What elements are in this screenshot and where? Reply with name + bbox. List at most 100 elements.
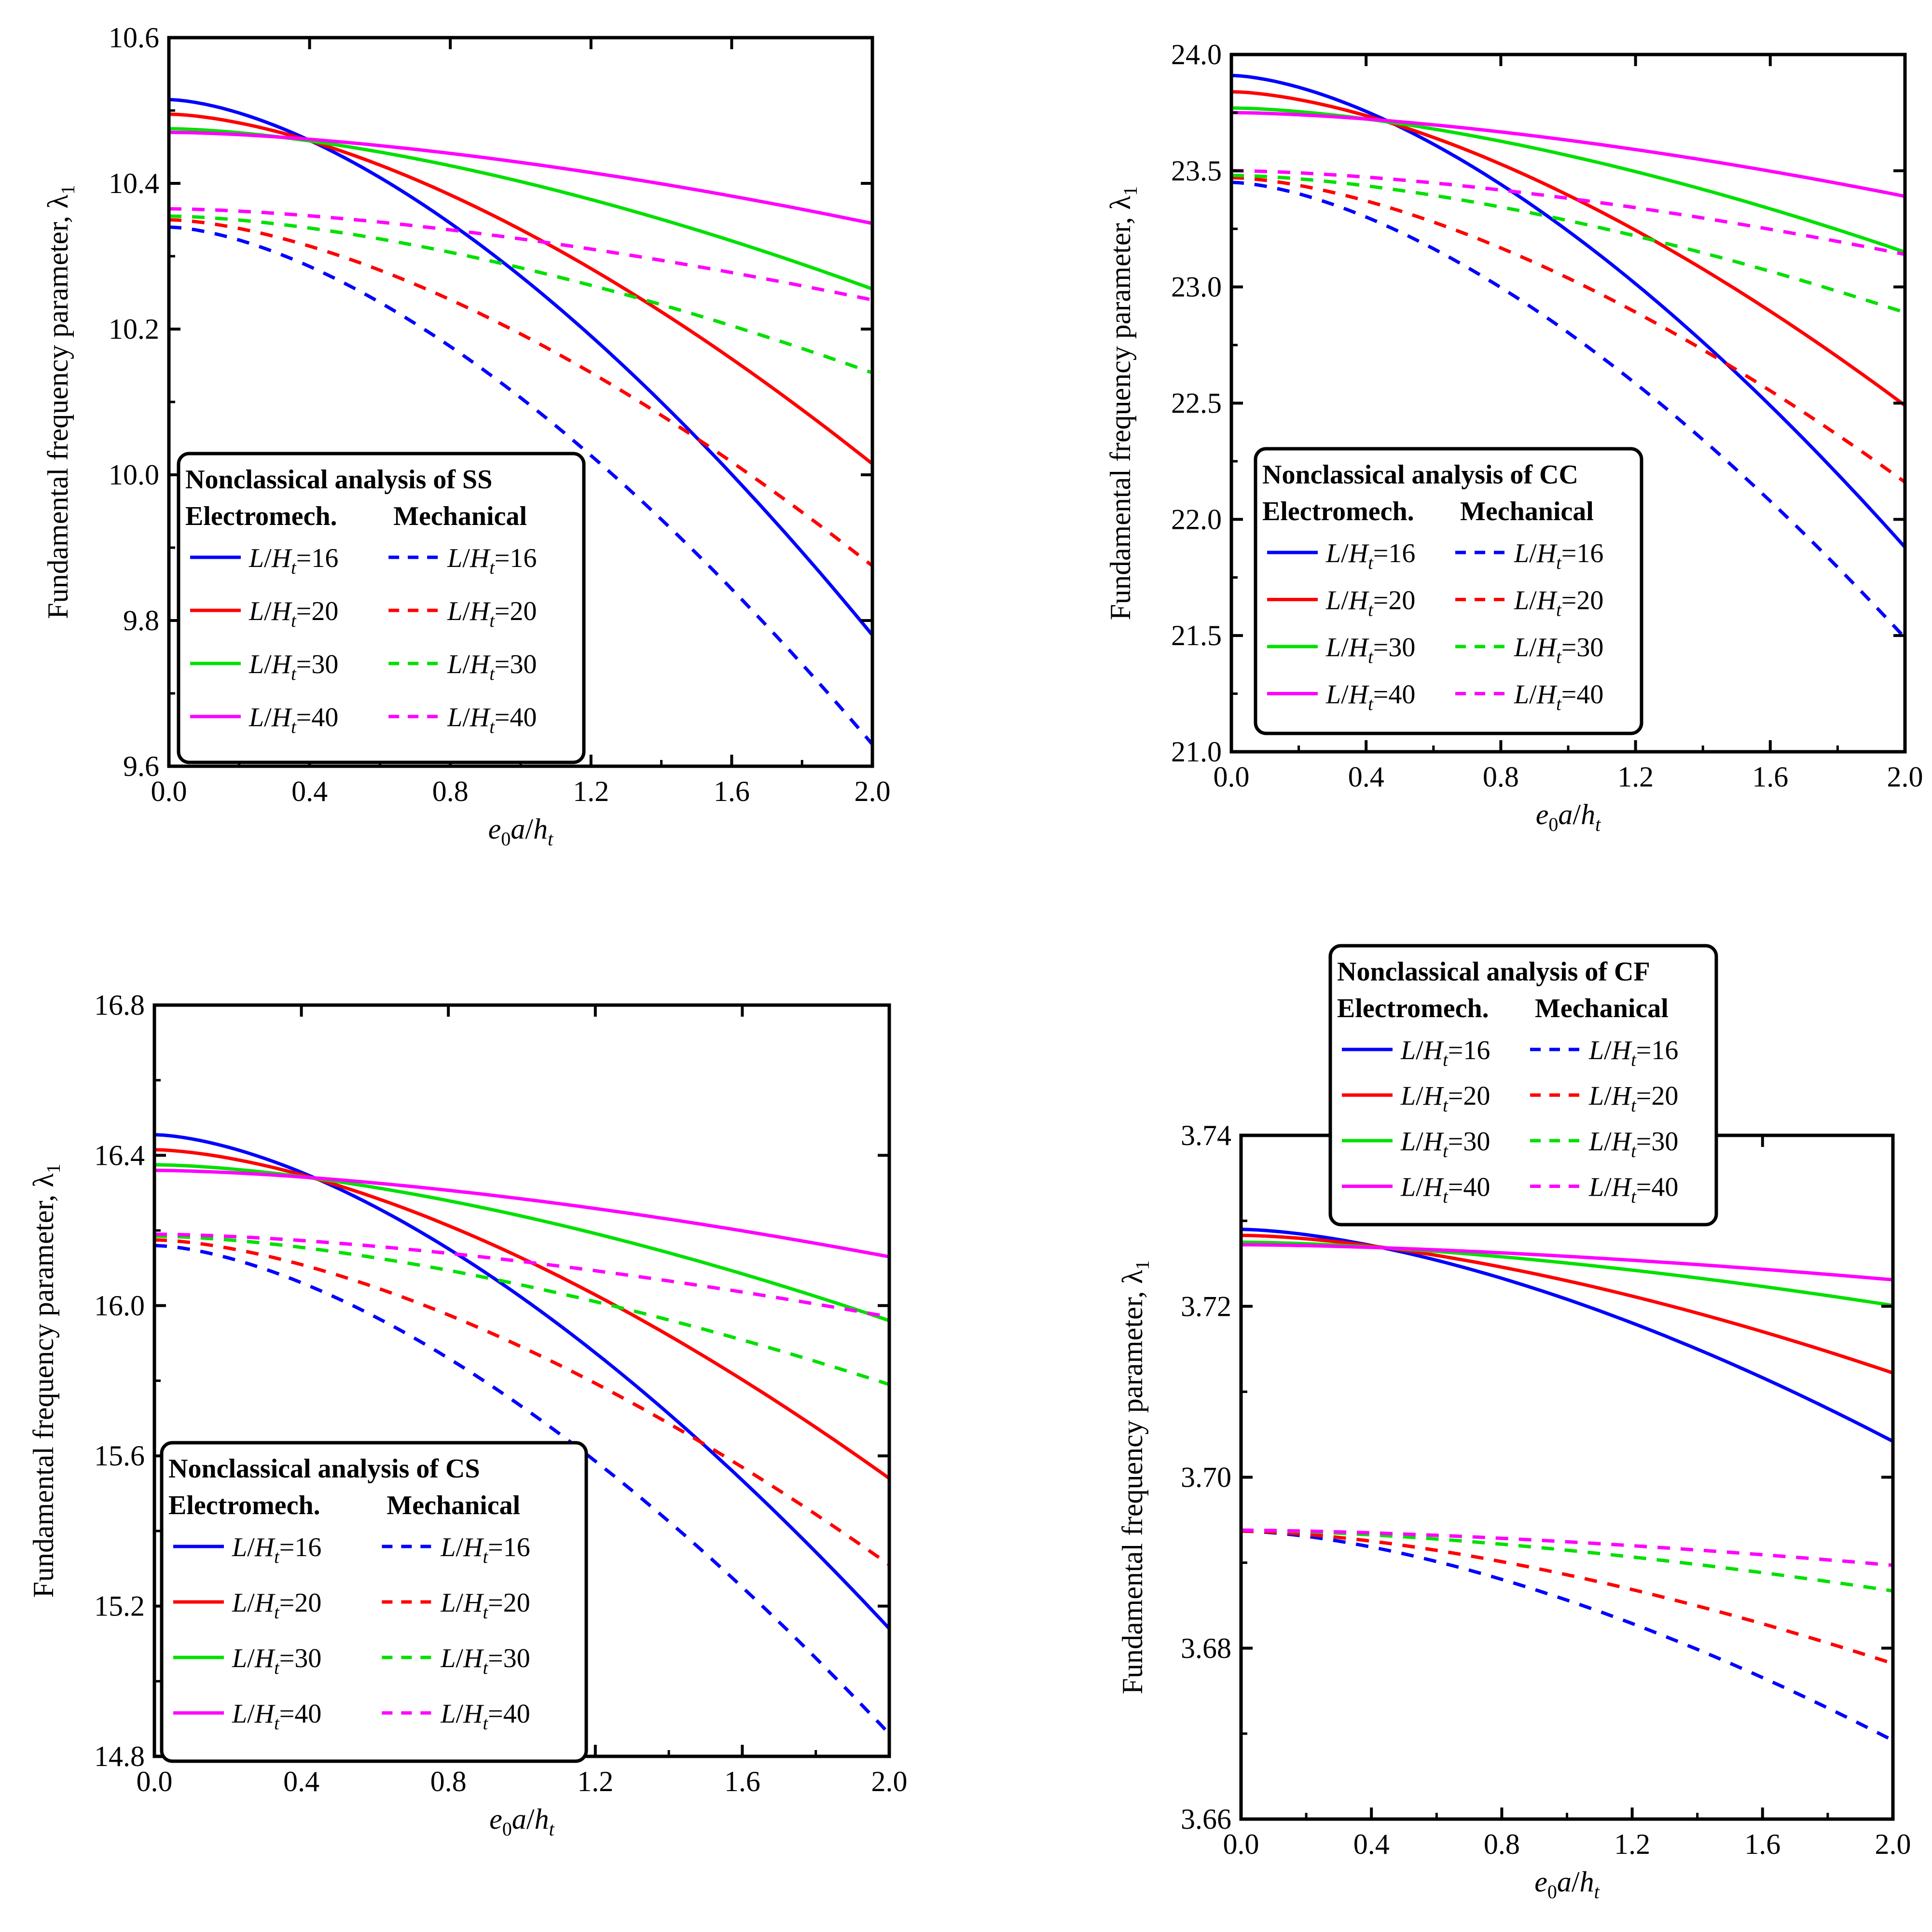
series-line-mechanical-16 [1241,1529,1893,1742]
legend-box [177,452,586,764]
legend-entry-label: L/Ht=40 [1325,680,1415,715]
legend-title: Nonclassical analysis of CC [1262,460,1578,490]
x-tick-label: 0.0 [1223,1828,1259,1860]
panel-cs: 0.0 0.4 0.8 1.2 1.6 2.0 14.8 15.2 15.6 16.0 16.4 16… [28,989,908,1840]
series-line-electromech-40 [1241,1243,1893,1282]
series-line-mechanical-20 [154,1238,889,1566]
x-tick-label: 2.0 [1887,761,1923,793]
legend-title: Nonclassical analysis of CF [1337,957,1650,987]
series-line-electromech-20 [154,1148,889,1480]
panel-cf: 0.0 0.4 0.8 1.2 1.6 2.0 3.66 3.68 3.70 3.72 3.74 e0… [1117,944,1911,1903]
series-line-mechanical-40 [1231,169,1905,256]
series-line-mechanical-40 [1241,1528,1893,1567]
panel-cc: 0.0 0.4 0.8 1.2 1.6 2.0 21.0 21.5 22.0 22.5 23.0 23… [1104,39,1923,835]
x-tick-label: 0.0 [137,1766,173,1797]
legend: Nonclassical analysis of SS Electromech. M… [177,452,586,764]
legend-entry-label: L/Ht=20 [1325,586,1415,621]
x-tick-label: 2.0 [1875,1828,1911,1860]
y-axis-title: Fundamental frequency parameter, λ1 [42,185,79,619]
legend-title: Nonclassical analysis of CS [168,1454,480,1484]
legend-entry-label: L/Ht=16 [232,1532,321,1567]
x-tick-label: 2.0 [871,1766,908,1797]
legend-entry-label: L/Ht=30 [1400,1127,1490,1161]
x-tick-label: 1.6 [714,775,750,807]
legend-col-electromech: Electromech. [185,501,337,531]
legend-entry-label: L/Ht=16 [1514,538,1603,573]
legend-entry-label: L/Ht=30 [248,649,338,684]
legend: Nonclassical analysis of CC Electromech. M… [1254,447,1643,735]
legend-col-electromech: Electromech. [1337,994,1489,1023]
x-tick-label: 1.2 [573,775,609,807]
legend-entry-label: L/Ht=40 [248,703,338,737]
legend-col-electromech: Electromech. [1262,497,1414,526]
legend-entry-label: L/Ht=40 [1400,1173,1490,1207]
legend-entry-label: L/Ht=30 [232,1643,321,1678]
x-tick-label: 0.4 [1353,1828,1390,1860]
y-tick-label: 10.6 [109,22,159,54]
series-line-electromech-16 [1231,73,1905,549]
legend-entry-label: L/Ht=30 [1514,633,1603,667]
series-line-mechanical-16 [154,1243,889,1735]
series-line-electromech-16 [169,97,872,636]
series-line-mechanical-30 [154,1234,889,1386]
y-tick-label: 22.0 [1171,503,1222,535]
series-line-electromech-30 [169,127,872,291]
legend-entry-label: L/Ht=30 [447,649,537,684]
y-tick-label: 3.72 [1181,1290,1231,1322]
y-axis-title: Fundamental frequency parameter, λ1 [1117,1260,1153,1695]
legend-box [1254,447,1643,735]
x-tick-label: 1.6 [1752,761,1788,793]
series-layer [1231,73,1905,639]
series-line-electromech-40 [1231,110,1905,198]
legend-entry-label: L/Ht=40 [232,1699,321,1734]
y-tick-label: 14.8 [94,1740,145,1772]
y-tick-label: 24.0 [1171,39,1222,70]
x-tick-label: 1.2 [1617,761,1654,793]
series-line-electromech-40 [154,1169,889,1259]
y-axis-title: Fundamental frequency parameter, λ1 [1104,186,1141,621]
y-tick-label: 23.5 [1171,155,1222,187]
y-tick-label: 3.66 [1181,1803,1231,1835]
legend-entry-label: L/Ht=40 [440,1699,530,1734]
series-line-electromech-20 [1231,90,1905,407]
legend-title: Nonclassical analysis of SS [185,465,492,495]
x-tick-label: 0.8 [1484,1828,1520,1860]
legend-entry-label: L/Ht=20 [232,1588,321,1623]
legend-col-mechanical: Mechanical [1535,994,1669,1023]
series-line-mechanical-16 [169,225,872,745]
legend-entry-label: L/Ht=30 [1325,633,1415,667]
legend-entry-label: L/Ht=16 [440,1532,530,1567]
y-tick-label: 16.0 [94,1290,145,1322]
x-tick-label: 0.8 [430,1766,467,1797]
legend-col-mechanical: Mechanical [1460,497,1594,526]
x-tick-label: 0.4 [283,1766,319,1797]
y-tick-label: 16.4 [94,1139,145,1171]
legend: Nonclassical analysis of CS Electromech. M… [160,1441,588,1763]
x-tick-label: 1.2 [577,1766,613,1797]
legend-entry-label: L/Ht=16 [248,543,338,578]
y-tick-label: 22.5 [1171,387,1222,419]
legend-entry-label: L/Ht=16 [447,543,537,578]
series-line-mechanical-40 [154,1232,889,1319]
series-line-mechanical-16 [1231,180,1905,639]
x-tick-label: 1.6 [724,1766,760,1797]
y-tick-label: 15.2 [94,1590,145,1622]
y-tick-label: 16.8 [94,989,145,1021]
x-axis-title: e0a/ht [1536,799,1601,835]
y-tick-label: 3.74 [1181,1119,1231,1151]
series-line-mechanical-20 [169,218,872,567]
legend-col-mechanical: Mechanical [393,501,527,531]
x-tick-label: 2.0 [855,775,891,807]
series-line-electromech-16 [1241,1228,1893,1443]
x-axis-title: e0a/ht [489,1803,554,1840]
series-line-mechanical-30 [169,214,872,374]
x-tick-label: 0.8 [1483,761,1519,793]
series-line-electromech-20 [169,112,872,466]
series-line-mechanical-20 [1231,176,1905,484]
series-line-mechanical-40 [169,207,872,302]
x-axis-title: e0a/ht [1534,1866,1600,1903]
y-tick-label: 23.0 [1171,271,1222,303]
y-tick-label: 10.4 [109,167,159,199]
series-line-electromech-20 [1241,1233,1893,1375]
